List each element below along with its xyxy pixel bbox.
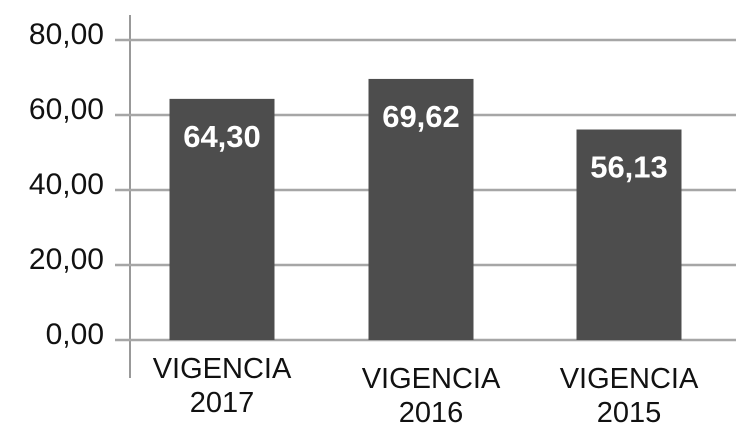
y-tick-label: 40,00 [29, 168, 104, 201]
x-tick-label: VIGENCIA 2017 [152, 353, 292, 419]
data-label: 56,13 [590, 150, 668, 185]
y-tick-label: 80,00 [29, 18, 104, 51]
x-tick-label: VIGENCIA 2016 [361, 363, 501, 429]
y-tick-label: 0,00 [46, 318, 104, 351]
y-tick-label: 60,00 [29, 93, 104, 126]
bar [169, 98, 275, 340]
data-label: 64,30 [183, 119, 261, 154]
bar [368, 78, 474, 341]
data-label: 69,62 [382, 99, 460, 134]
x-tick-label: VIGENCIA 2015 [559, 363, 699, 429]
bar [576, 129, 682, 340]
y-tick-label: 20,00 [29, 243, 104, 276]
